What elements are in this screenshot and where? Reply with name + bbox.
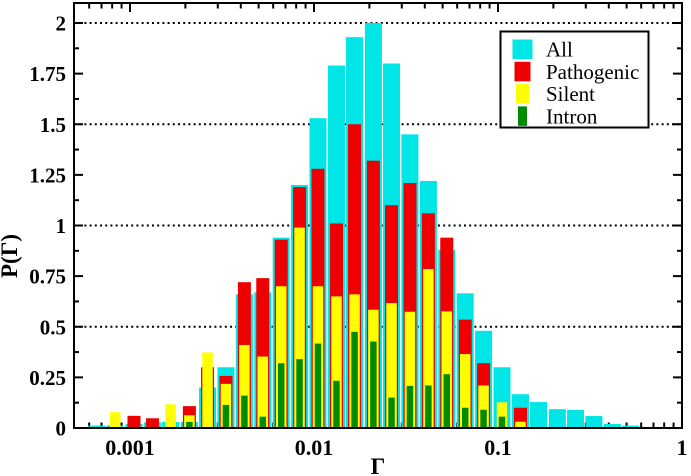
y-tick-label-0: 0 (56, 417, 67, 441)
bar-silent-16 (386, 303, 397, 428)
legend-swatch-all (512, 39, 533, 59)
bar-silent-13 (331, 296, 342, 428)
x-tick-label-0.1: 0.1 (484, 435, 512, 460)
bar-intron-14 (351, 331, 358, 428)
bar-silent-19 (441, 311, 453, 428)
bar-intron-20 (461, 407, 469, 428)
bar-all-24 (530, 402, 548, 428)
bar-pathogenic-3 (145, 418, 159, 428)
bar-intron-10 (277, 363, 285, 428)
bar-silent-23 (515, 421, 526, 428)
bar-intron-18 (425, 385, 432, 428)
legend-label-silent: Silent (546, 82, 595, 106)
x-tick-label-0.001: 0.001 (105, 435, 155, 460)
bar-intron-19 (443, 374, 451, 428)
bar-intron-9 (259, 416, 267, 428)
x-tick-label-1: 1 (677, 435, 688, 460)
y-tick-label-2: 2 (56, 12, 67, 36)
bar-silent-22 (496, 402, 508, 428)
bar-silent-1 (109, 412, 121, 428)
legend-label-intron: Intron (546, 104, 598, 128)
bar-intron-11 (296, 359, 303, 428)
bar-silent-6 (202, 352, 213, 428)
bar-intron-16 (388, 397, 395, 428)
bar-intron-22 (498, 416, 506, 428)
bar-silent-21 (478, 385, 489, 428)
y-tick-label-1.5: 1.5 (40, 113, 66, 137)
bar-intron-5 (186, 421, 193, 428)
legend-label-all: All (546, 38, 573, 62)
bar-intron-17 (406, 385, 414, 428)
bar-silent-20 (459, 354, 471, 428)
bar-intron-7 (222, 404, 230, 428)
bar-silent-9 (257, 356, 269, 428)
bar-silent-4 (165, 404, 176, 428)
bar-silent-10 (275, 286, 287, 428)
y-tick-label-1.75: 1.75 (29, 62, 66, 86)
y-tick-label-0.25: 0.25 (29, 366, 66, 390)
bar-intron-12 (314, 343, 322, 428)
plot-frame (73, 2, 683, 429)
legend-swatch-pathogenic (514, 61, 531, 82)
bar-all-29 (622, 425, 640, 428)
bar-all-27 (585, 416, 603, 428)
bar-silent-18 (423, 269, 434, 428)
bar-intron-13 (333, 380, 340, 428)
bar-pathogenic-2 (127, 415, 141, 428)
bar-intron-21 (480, 409, 487, 428)
legend-swatch-silent (516, 84, 529, 104)
y-tick-label-1.25: 1.25 (29, 163, 66, 187)
y-axis-title: P(Γ) (0, 234, 22, 278)
bar-all-0 (88, 425, 106, 428)
bar-intron-15 (370, 341, 377, 428)
bar-silent-5 (184, 415, 195, 428)
bar-all-28 (603, 423, 621, 428)
y-tick-label-0.5: 0.5 (40, 315, 66, 339)
bar-all-26 (567, 409, 585, 428)
bar-intron-8 (241, 395, 248, 428)
bar-silent-17 (404, 311, 416, 428)
legend-swatch-intron (518, 106, 527, 126)
legend-label-pathogenic: Pathogenic (546, 60, 639, 84)
bar-silent-8 (239, 344, 250, 428)
x-tick-label-0.01: 0.01 (295, 435, 334, 460)
y-tick-label-0.75: 0.75 (29, 265, 66, 289)
bar-silent-11 (294, 227, 305, 428)
bar-all-25 (548, 409, 566, 428)
y-tick-label-1: 1 (56, 214, 67, 238)
x-axis-title: Γ (371, 454, 386, 476)
